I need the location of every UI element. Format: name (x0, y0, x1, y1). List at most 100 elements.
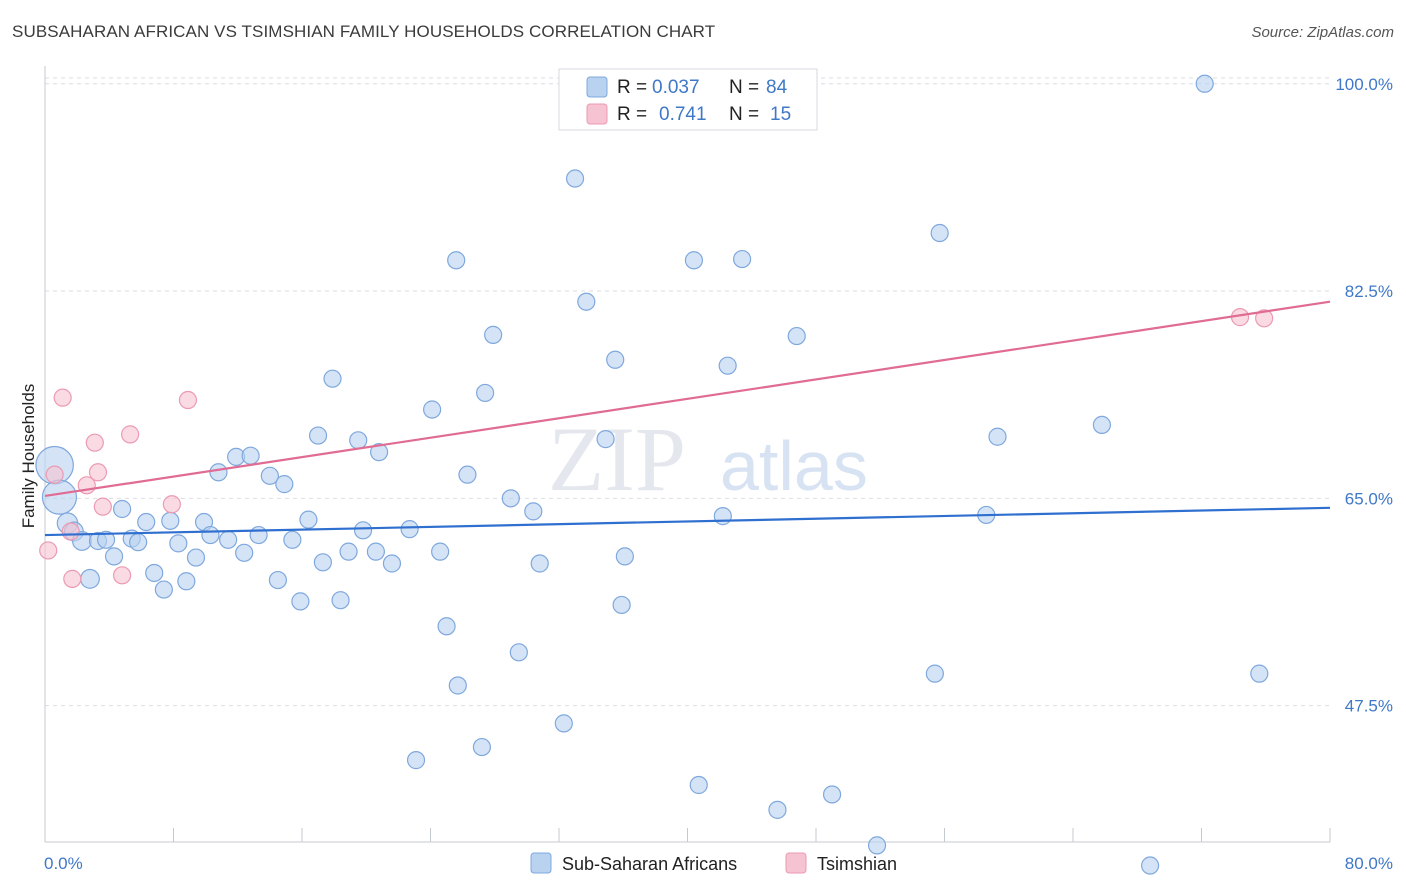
blue-point (96, 530, 116, 549)
blue-point (186, 548, 206, 567)
grid-layer (45, 77, 1330, 707)
blue-point (867, 836, 887, 855)
blue-point (169, 534, 188, 553)
blue-point (241, 446, 260, 465)
pink-point (93, 497, 112, 516)
blue-point (615, 547, 634, 566)
blue-point (431, 542, 450, 561)
blue-point (219, 530, 238, 549)
bottom-legend-label-2: Tsimshian (817, 854, 897, 874)
blue-point (1250, 664, 1269, 683)
blue-point (80, 568, 100, 589)
pink-point (88, 463, 108, 482)
blue-point (1195, 74, 1214, 93)
legend-n-label-2: N = (729, 104, 759, 125)
y-tick-label: 47.5% (1345, 697, 1393, 716)
blue-point (112, 499, 132, 519)
blue-point (530, 554, 549, 573)
trend-layer (44, 300, 1331, 537)
blue-point (437, 617, 456, 636)
blue-point (1092, 415, 1112, 435)
blue-point (1140, 856, 1160, 875)
pink-point (85, 433, 104, 452)
blue-point (41, 479, 78, 515)
blue-point (484, 325, 503, 344)
y-axis-title: Family Households (19, 384, 38, 529)
chart-source: Source: ZipAtlas.com (1251, 24, 1394, 41)
y-tick-label: 82.5% (1345, 282, 1393, 301)
blue-point (268, 570, 288, 590)
blue-point (501, 489, 520, 508)
blue-point (689, 775, 708, 795)
blue-point (718, 356, 737, 375)
legend-r-value-1: 0.037 (652, 77, 700, 98)
trend-line-sub-saharan (44, 506, 1331, 537)
blue-point (596, 430, 615, 449)
blue-point (201, 525, 220, 545)
blue-point (275, 475, 294, 494)
blue-point (458, 465, 477, 484)
blue-point (177, 572, 196, 591)
legend-n-label-1: N = (729, 77, 759, 98)
blue-point (447, 251, 466, 270)
blue-point (400, 520, 419, 539)
pink-point (61, 522, 80, 541)
blue-point (406, 751, 426, 770)
blue-point (145, 563, 164, 583)
blue-point (713, 507, 732, 526)
blue-point (524, 502, 543, 521)
pink-point (53, 388, 72, 407)
y-tick-label: 65.0% (1345, 489, 1393, 508)
blue-point (612, 595, 631, 615)
blue-point (565, 169, 585, 188)
x-tick-label-min: 0.0% (44, 854, 83, 873)
blue-point (299, 510, 318, 529)
blue-point (423, 400, 442, 419)
blue-point (283, 530, 302, 549)
axis-layer: 47.5% 65.0% 82.5% 100.0% 0.0% 80.0% (44, 66, 1393, 873)
pink-point (178, 390, 198, 410)
blue-point (260, 466, 279, 485)
legend-swatch-pink (586, 103, 608, 125)
blue-point (104, 547, 124, 566)
watermark-atlas: atlas (720, 427, 868, 505)
blue-point (323, 369, 342, 388)
blue-point (129, 533, 148, 552)
legend-r-label-2: R = (617, 104, 647, 125)
blue-point (577, 292, 596, 311)
legend-n-value-1: 84 (766, 77, 788, 98)
blue-point (370, 443, 389, 462)
blue-point (925, 664, 944, 683)
blue-point (733, 249, 752, 269)
blue-point (448, 676, 467, 695)
bottom-legend-label-1: Sub-Saharan Africans (562, 854, 737, 874)
chart-title: SUBSAHARAN AFRICAN VS TSIMSHIAN FAMILY H… (12, 22, 716, 41)
bottom-legend: Sub-Saharan Africans Tsimshian (530, 852, 897, 874)
blue-point (308, 426, 328, 445)
x-tick-label-max: 80.0% (1345, 854, 1393, 873)
blue-point (339, 542, 358, 561)
blue-point (353, 521, 373, 540)
blue-point (291, 592, 310, 611)
bottom-legend-swatch-blue (530, 852, 552, 874)
y-tick-label: 100.0% (1335, 75, 1393, 94)
blue-point (476, 383, 495, 403)
watermark-zip: ZIP (548, 408, 686, 510)
blue-point (684, 251, 704, 270)
blue-point (382, 554, 402, 573)
blue-point (161, 511, 180, 530)
pink-point (63, 569, 82, 588)
pink-point (1255, 309, 1274, 328)
blue-point (349, 431, 368, 450)
blue-point (472, 737, 491, 757)
bottom-legend-swatch-pink (785, 852, 807, 874)
blue-point (606, 350, 625, 369)
blue-point (209, 463, 228, 482)
pink-point (121, 425, 140, 444)
blue-point (313, 553, 332, 572)
legend-n-value-2: 15 (770, 104, 791, 125)
legend-r-label-1: R = (617, 77, 647, 98)
blue-point (137, 512, 156, 532)
blue-point (509, 643, 528, 662)
